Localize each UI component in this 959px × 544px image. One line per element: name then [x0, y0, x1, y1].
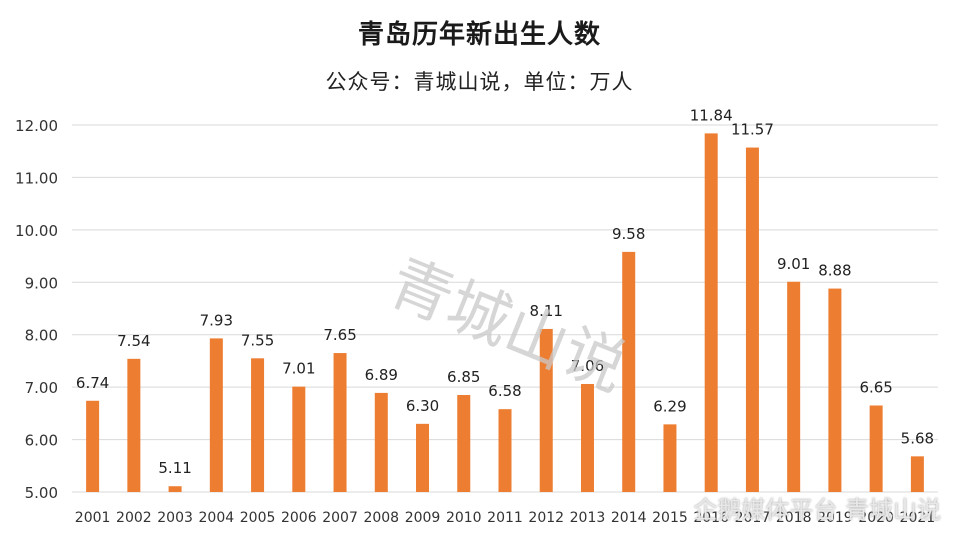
bar [745, 147, 759, 492]
bar [86, 400, 100, 492]
data-label: 6.74 [76, 374, 109, 392]
data-label: 6.30 [406, 397, 439, 415]
data-label: 7.65 [323, 326, 356, 344]
footer-watermark: 企鹅媒体平台 青城山说 [693, 496, 941, 524]
y-tick-label: 6.00 [25, 432, 58, 450]
x-tick-label: 2014 [611, 510, 647, 526]
x-tick-label: 2016 [693, 510, 729, 526]
x-tick-label: 2007 [322, 510, 358, 526]
bar [828, 288, 842, 492]
data-label: 6.29 [653, 397, 686, 415]
data-label: 7.93 [200, 311, 233, 329]
data-label: 8.88 [818, 262, 851, 280]
data-label: 7.55 [241, 331, 274, 349]
bar [622, 251, 636, 492]
bar [333, 353, 347, 492]
data-label: 7.06 [571, 357, 604, 375]
chart-subtitle: 公众号：青城山说，单位：万人 [325, 70, 634, 94]
y-tick-label: 9.00 [25, 274, 58, 292]
x-tick-label: 2002 [116, 510, 152, 526]
x-tick-label: 2017 [735, 510, 771, 526]
y-tick-label: 7.00 [25, 379, 58, 397]
data-label: 5.11 [158, 459, 191, 477]
data-label: 6.85 [447, 368, 480, 386]
data-label: 7.54 [117, 332, 150, 350]
bar [457, 395, 471, 492]
data-label: 11.84 [690, 106, 733, 124]
bar [580, 383, 594, 492]
data-label: 9.58 [612, 225, 645, 243]
bar [251, 358, 265, 492]
data-label: 9.01 [777, 255, 810, 273]
bar [498, 409, 512, 492]
x-tick-label: 2005 [240, 510, 276, 526]
data-label: 11.57 [731, 121, 774, 139]
bar [292, 386, 306, 492]
y-tick-label: 11.00 [15, 169, 58, 187]
x-tick-label: 2004 [199, 510, 235, 526]
x-tick-label: 2020 [858, 510, 894, 526]
x-tick-label: 2012 [528, 510, 564, 526]
x-tick-label: 2006 [281, 510, 317, 526]
data-label: 5.68 [901, 429, 934, 447]
y-tick-label: 10.00 [15, 222, 58, 240]
x-tick-label: 2018 [776, 510, 812, 526]
x-tick-label: 2019 [817, 510, 853, 526]
bar [416, 423, 430, 492]
y-tick-label: 8.00 [25, 327, 58, 345]
x-tick-label: 2011 [487, 510, 523, 526]
x-tick-label: 2009 [405, 510, 441, 526]
x-tick-label: 2021 [900, 510, 936, 526]
bar [663, 424, 677, 492]
x-tick-label: 2015 [652, 510, 688, 526]
bar [704, 133, 718, 493]
data-label: 8.11 [530, 302, 563, 320]
y-tick-label: 12.00 [15, 117, 58, 135]
bar [168, 486, 182, 492]
x-tick-label: 2013 [570, 510, 606, 526]
x-tick-label: 2001 [75, 510, 111, 526]
bar [787, 281, 801, 492]
x-tick-label: 2008 [363, 510, 399, 526]
data-label: 6.65 [859, 378, 892, 396]
bar [209, 338, 223, 492]
chart-title: 青岛历年新出生人数 [357, 20, 601, 50]
bar [869, 405, 883, 492]
y-tick-label: 5.00 [25, 484, 58, 502]
data-label: 7.01 [282, 360, 315, 378]
x-tick-label: 2010 [446, 510, 482, 526]
data-label: 6.89 [365, 366, 398, 384]
bar [910, 456, 924, 492]
bar [374, 392, 388, 492]
bar [539, 328, 553, 492]
x-tick-label: 2003 [157, 510, 193, 526]
bar [127, 358, 141, 492]
data-label: 6.58 [488, 382, 521, 400]
